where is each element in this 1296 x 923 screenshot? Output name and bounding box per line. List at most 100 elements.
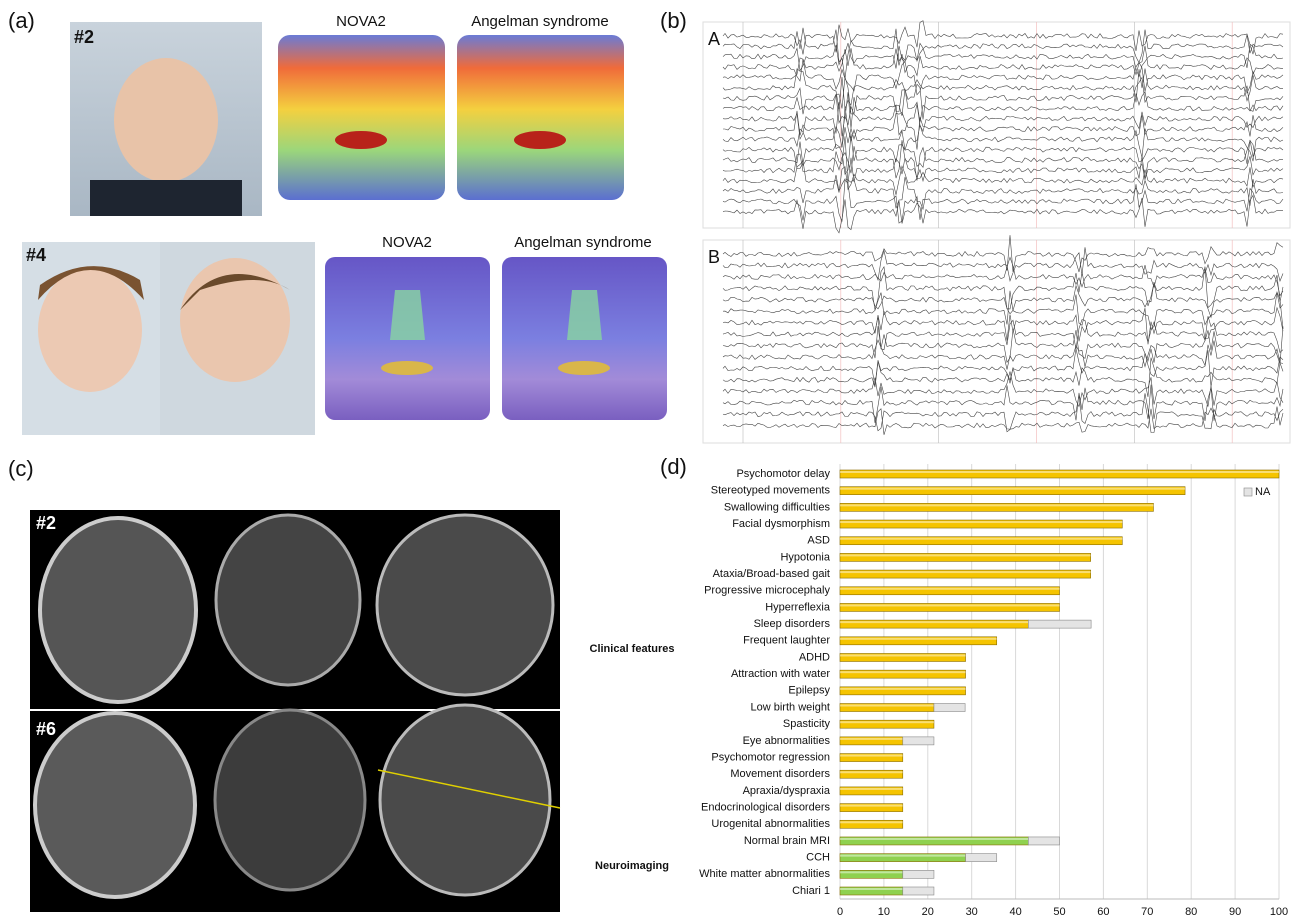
category-label: Attraction with water xyxy=(731,668,830,680)
bar-shine xyxy=(840,721,934,723)
category-label: Endocrinological disorders xyxy=(701,802,831,814)
bar-shine xyxy=(840,755,903,757)
category-label: Swallowing difficulties xyxy=(724,501,831,513)
mouth xyxy=(335,131,387,149)
x-tick-label: 80 xyxy=(1185,906,1197,918)
heat-spot xyxy=(390,290,425,340)
bar-shine xyxy=(840,871,903,873)
category-label: Hypotonia xyxy=(780,551,830,563)
eeg xyxy=(703,22,1290,228)
heatmap xyxy=(278,35,445,200)
bar-shine xyxy=(840,805,903,807)
panel-label: (c) xyxy=(8,456,34,481)
heatmap xyxy=(457,35,624,200)
bar-shine xyxy=(840,488,1185,490)
category-label: White matter abnormalities xyxy=(699,868,830,880)
bar-shine xyxy=(840,538,1122,540)
category-label: Hyperreflexia xyxy=(765,601,831,613)
panel-label: (d) xyxy=(660,454,687,479)
group-label: Neuroimaging xyxy=(595,860,669,872)
shirt xyxy=(90,180,242,216)
brain xyxy=(216,515,360,685)
bar-shine xyxy=(840,621,1028,623)
heatmap-title: NOVA2 xyxy=(382,234,432,251)
bar-shine xyxy=(840,554,1091,556)
category-label: Sleep disorders xyxy=(754,618,831,630)
bar-shine xyxy=(840,471,1279,473)
legend-swatch xyxy=(1244,488,1252,496)
x-tick-label: 50 xyxy=(1053,906,1065,918)
category-label: Eye abnormalities xyxy=(743,735,831,747)
brain xyxy=(377,515,553,695)
mouth xyxy=(514,131,566,149)
category-label: Chiari 1 xyxy=(792,885,830,897)
bar-na xyxy=(903,887,934,895)
trace-label: B xyxy=(708,247,720,267)
bar-shine xyxy=(840,638,997,640)
bar-shine xyxy=(840,504,1153,506)
x-tick-label: 10 xyxy=(878,906,890,918)
panel-label: (a) xyxy=(8,8,35,33)
category-label: Normal brain MRI xyxy=(744,835,830,847)
category-label: Low birth weight xyxy=(751,701,831,713)
category-label: Movement disorders xyxy=(730,768,830,780)
x-tick-label: 70 xyxy=(1141,906,1153,918)
case-label: #2 xyxy=(36,513,56,533)
bar-shine xyxy=(840,738,903,740)
face xyxy=(38,268,142,392)
category-label: Spasticity xyxy=(783,718,831,730)
x-tick-label: 40 xyxy=(1009,906,1021,918)
brain xyxy=(215,710,365,890)
bar-shine xyxy=(840,838,1028,840)
legend-label: NA xyxy=(1255,486,1271,498)
bar-na xyxy=(1028,837,1059,845)
category-label: Progressive microcephaly xyxy=(704,585,830,597)
bar-shine xyxy=(840,588,1060,590)
bar-shine xyxy=(840,521,1122,523)
face xyxy=(114,58,218,182)
category-label: Epilepsy xyxy=(788,685,830,697)
x-tick-label: 20 xyxy=(922,906,934,918)
heatmap-title: NOVA2 xyxy=(336,13,386,30)
category-label: Facial dysmorphism xyxy=(732,518,830,530)
x-tick-label: 0 xyxy=(837,906,843,918)
bar-shine xyxy=(840,705,934,707)
bar-na xyxy=(903,870,934,878)
x-tick-label: 100 xyxy=(1270,906,1288,918)
mouth xyxy=(558,361,610,375)
brain xyxy=(40,518,196,702)
heatmap-title: Angelman syndrome xyxy=(471,13,609,30)
category-label: CCH xyxy=(806,852,830,864)
mouth xyxy=(381,361,433,375)
case-label: #6 xyxy=(36,719,56,739)
heatmap-title: Angelman syndrome xyxy=(514,234,652,251)
heat-spot xyxy=(567,290,602,340)
bar-na xyxy=(966,854,997,862)
category-label: Ataxia/Broad-based gait xyxy=(713,568,830,580)
bar-shine xyxy=(840,888,903,890)
category-label: ASD xyxy=(807,535,830,547)
bar-shine xyxy=(840,688,966,690)
bar-shine xyxy=(840,604,1060,606)
category-label: Frequent laughter xyxy=(743,635,830,647)
bar-shine xyxy=(840,671,966,673)
figure: (a) #2 NOVA2 Angelman syndrome #4 NOVA2 … xyxy=(0,0,1296,923)
bar-shine xyxy=(840,771,903,773)
category-label: Urogenital abnormalities xyxy=(711,818,830,830)
x-tick-label: 90 xyxy=(1229,906,1241,918)
case-label: #2 xyxy=(74,27,94,47)
bar-shine xyxy=(840,788,903,790)
x-tick-label: 60 xyxy=(1097,906,1109,918)
bar-shine xyxy=(840,571,1091,573)
bar-shine xyxy=(840,654,966,656)
category-label: Stereotyped movements xyxy=(711,485,831,497)
category-label: Psychomotor delay xyxy=(736,468,830,480)
bar-na xyxy=(934,704,965,712)
group-label: Clinical features xyxy=(590,643,675,655)
bar-shine xyxy=(840,855,966,857)
brain xyxy=(35,713,195,897)
panel-label: (b) xyxy=(660,8,687,33)
trace-label: A xyxy=(708,29,720,49)
bar-na xyxy=(903,737,934,745)
